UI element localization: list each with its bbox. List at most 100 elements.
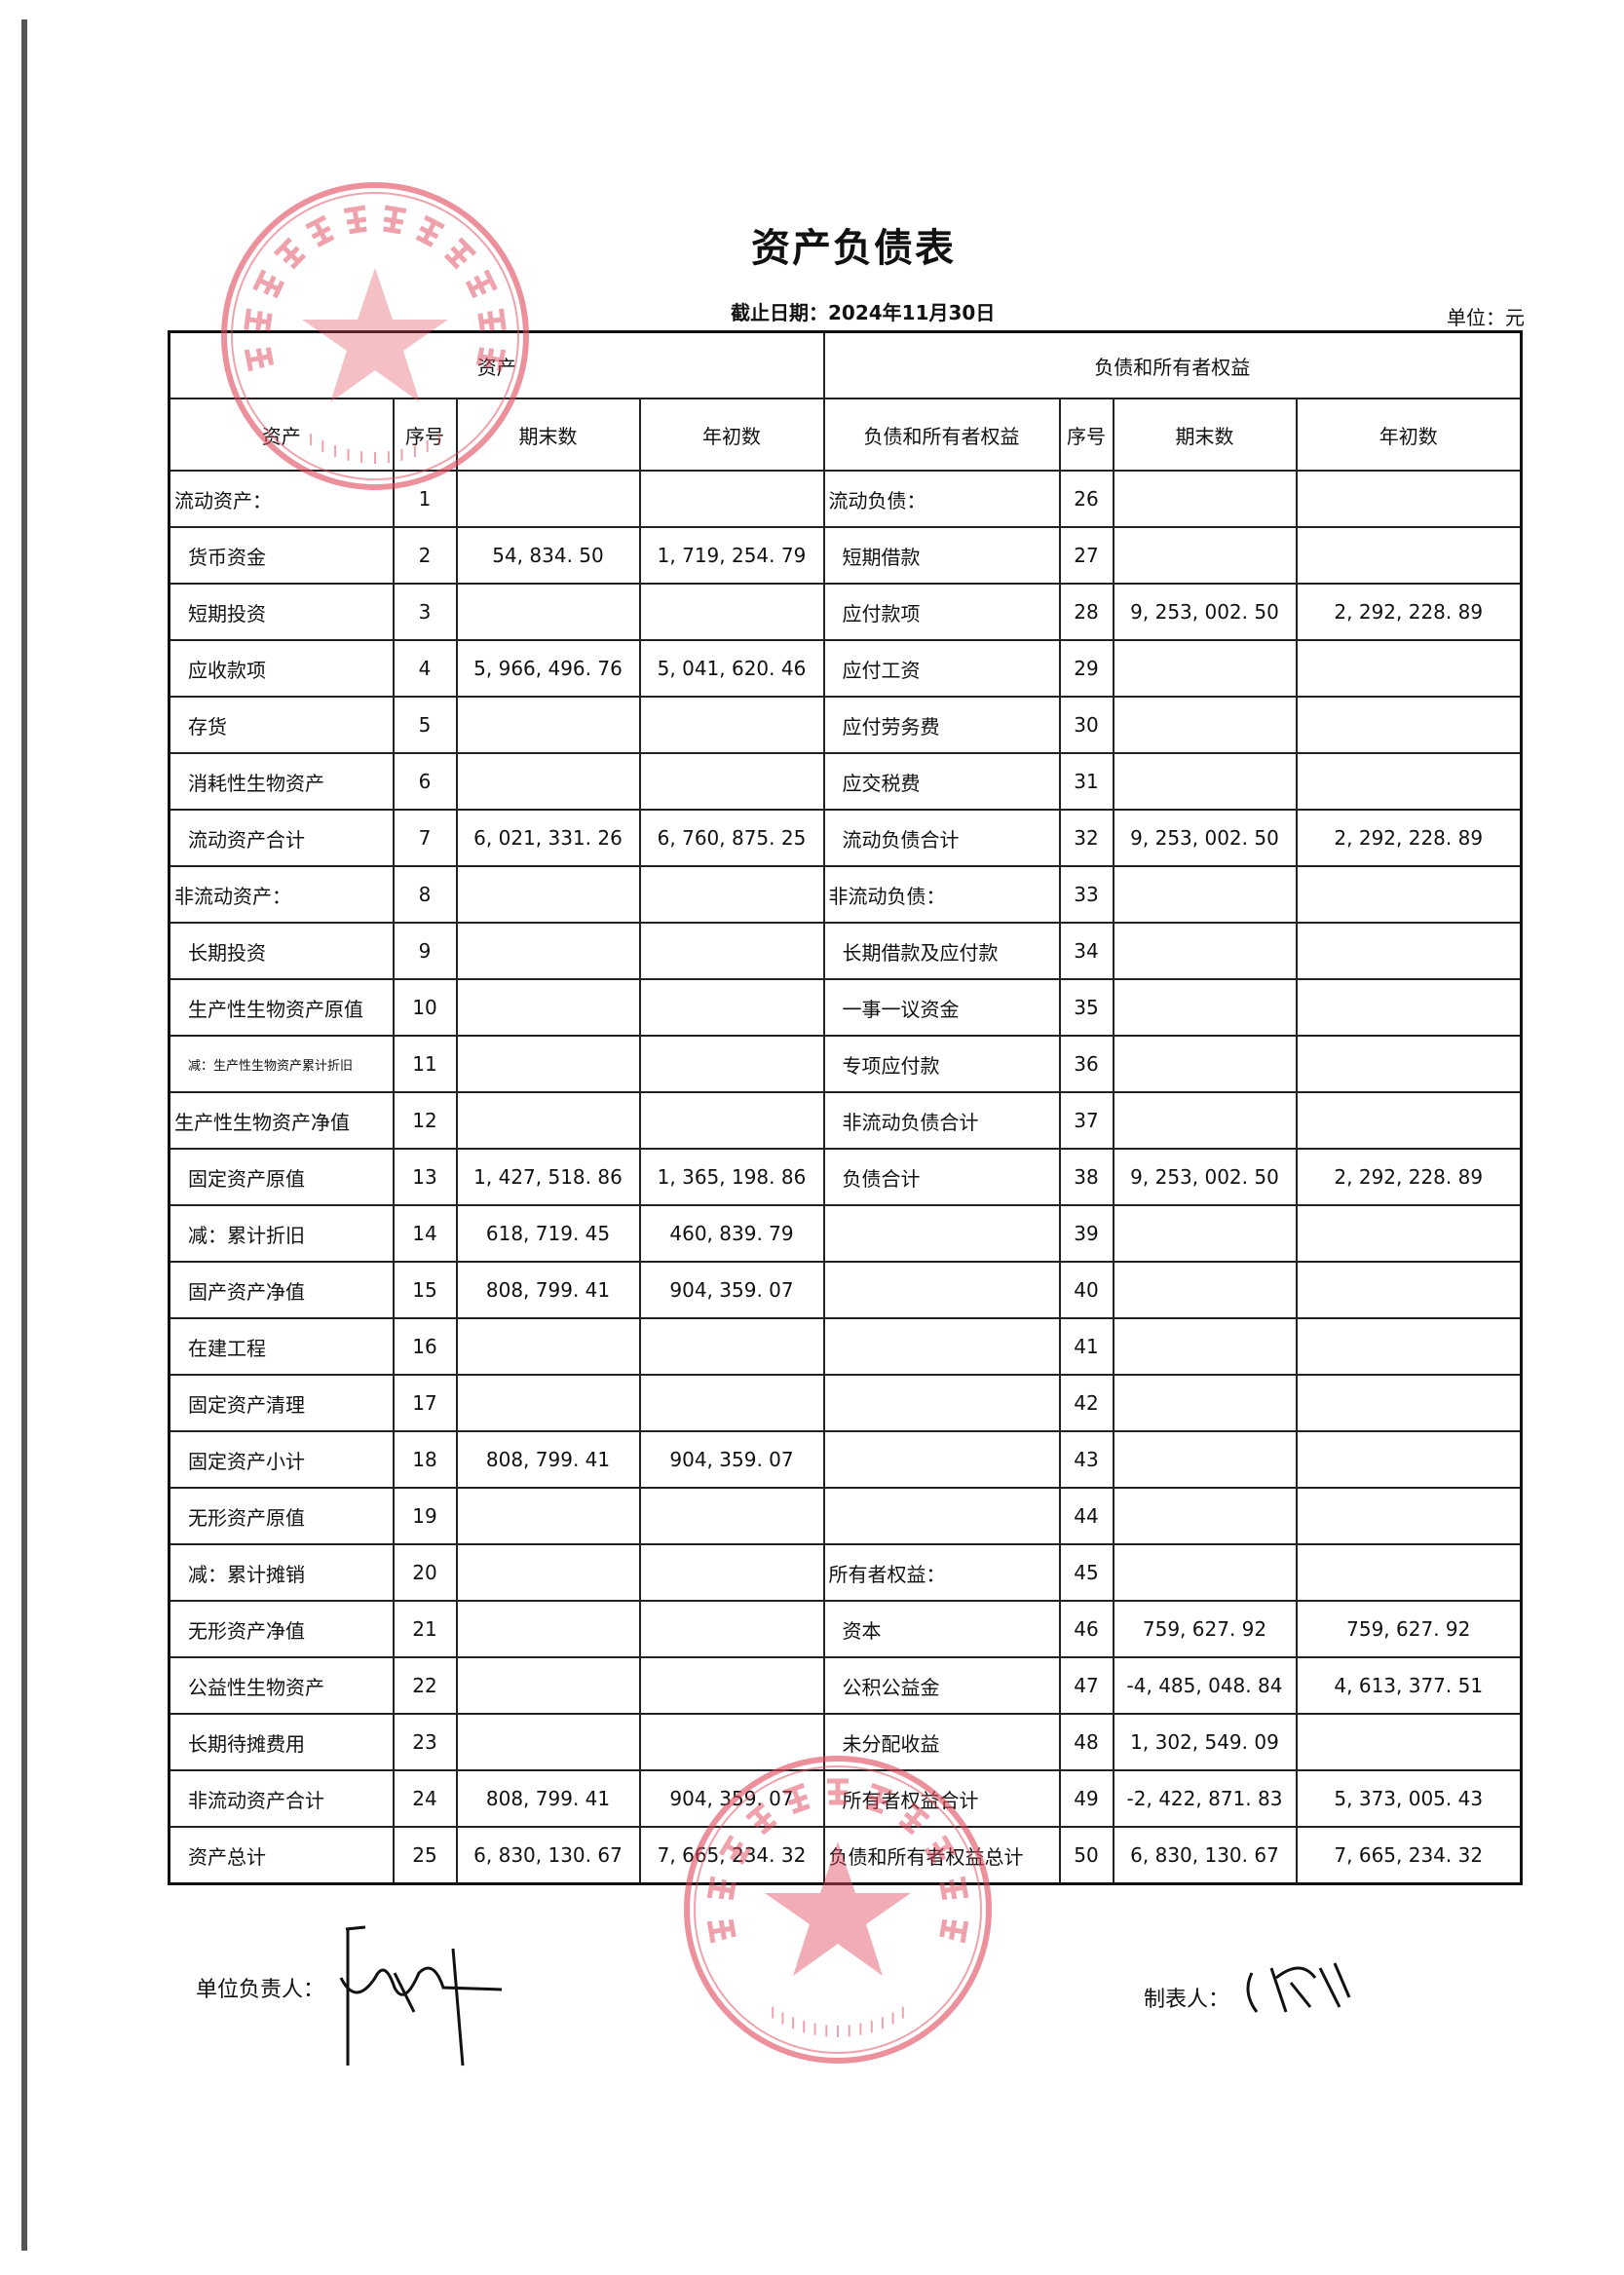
- liability-begin-value: [1295, 1487, 1523, 1545]
- asset-end-value: [455, 922, 641, 980]
- stamp-glyph-mark: [706, 1918, 736, 1944]
- asset-seq: 14: [392, 1204, 458, 1263]
- liability-end-value: [1112, 1430, 1298, 1489]
- liability-seq: 36: [1058, 1035, 1114, 1093]
- asset-item-label: 短期投资: [168, 583, 395, 641]
- asset-end-value: [455, 1713, 641, 1771]
- liability-end-value: [1112, 1204, 1298, 1263]
- stamp-glyph-mark: [939, 1918, 969, 1944]
- table-row: 货币资金 2 54, 834. 50 1, 719, 254. 79 短期借款 27: [168, 526, 1523, 585]
- col-header: 年初数: [1295, 398, 1523, 472]
- liability-begin-value: 2, 292, 228. 89: [1295, 1148, 1523, 1206]
- asset-item-label: 减：累计摊销: [168, 1543, 395, 1602]
- balance-sheet-table: 资产 负债和所有者权益 资产 序号 期末数 年初数 负债和所有者权益 序号 期末…: [168, 330, 1523, 1885]
- liability-end-value: [1112, 1543, 1298, 1602]
- liability-begin-value: 759, 627. 92: [1295, 1600, 1523, 1658]
- asset-item-label: 固定资产原值: [168, 1148, 395, 1206]
- liability-item-label: 非流动负债合计: [822, 1091, 1061, 1150]
- liability-end-value: [1112, 1317, 1298, 1376]
- liability-item-label: [822, 1317, 1061, 1376]
- asset-begin-value: 904, 359. 07: [638, 1261, 825, 1319]
- liability-item-label: 负债合计: [822, 1148, 1061, 1206]
- liability-end-value: [1112, 526, 1298, 585]
- liability-item-label: 负债和所有者权益总计: [822, 1826, 1061, 1885]
- liability-begin-value: [1295, 639, 1523, 698]
- asset-seq: 8: [392, 865, 458, 924]
- liability-begin-value: [1295, 922, 1523, 980]
- asset-seq: 2: [392, 526, 458, 585]
- asset-item-label: 在建工程: [168, 1317, 395, 1376]
- preparer-signature: [1246, 1962, 1351, 2013]
- table-row: 长期投资 9 长期借款及应付款 34: [168, 922, 1523, 980]
- liability-end-value: [1112, 1374, 1298, 1432]
- stamp-glyph-mark: [477, 308, 507, 331]
- asset-end-value: [455, 470, 641, 528]
- asset-seq: 4: [392, 639, 458, 698]
- table-row: 无形资产原值 19 44: [168, 1487, 1523, 1545]
- liability-end-value: 9, 253, 002. 50: [1112, 1148, 1298, 1206]
- asset-seq: 25: [392, 1826, 458, 1885]
- asset-begin-value: 904, 359. 07: [638, 1430, 825, 1489]
- col-header: 负债和所有者权益: [822, 398, 1061, 472]
- liability-seq: 45: [1058, 1543, 1114, 1602]
- asset-item-label: 货币资金: [168, 526, 395, 585]
- asset-end-value: [455, 978, 641, 1037]
- liability-begin-value: 4, 613, 377. 51: [1295, 1656, 1523, 1715]
- asset-end-value: [455, 1091, 641, 1150]
- liability-end-value: [1112, 865, 1298, 924]
- liability-seq: 41: [1058, 1317, 1114, 1376]
- liability-seq: 39: [1058, 1204, 1114, 1263]
- asset-item-label: 非流动资产：: [168, 865, 395, 924]
- table-row: 应收款项 4 5, 966, 496. 76 5, 041, 620. 46 应付工资 2…: [168, 639, 1523, 698]
- liability-end-value: -2, 422, 871. 83: [1112, 1769, 1298, 1828]
- liability-begin-value: [1295, 696, 1523, 754]
- asset-item-label: 资产总计: [168, 1826, 395, 1885]
- asset-end-value: [455, 752, 641, 811]
- asset-item-label: 非流动资产合计: [168, 1769, 395, 1828]
- stamp-glyph-mark: [244, 308, 273, 331]
- table-row: 短期投资 3 应付款项 28 9, 253, 002. 50 2, 292, 228. 8…: [168, 583, 1523, 641]
- liability-begin-value: 2, 292, 228. 89: [1295, 583, 1523, 641]
- asset-begin-value: 6, 760, 875. 25: [638, 809, 825, 867]
- liability-end-value: 9, 253, 002. 50: [1112, 809, 1298, 867]
- asset-begin-value: [638, 1543, 825, 1602]
- liability-seq: 47: [1058, 1656, 1114, 1715]
- liability-begin-value: [1295, 1430, 1523, 1489]
- liability-item-label: 短期借款: [822, 526, 1061, 585]
- asset-item-label: 流动资产合计: [168, 809, 395, 867]
- table-row: 无形资产净值 21 资本 46 759, 627. 92 759, 627. 92: [168, 1600, 1523, 1658]
- table-row: 生产性生物资产原值 10 一事一议资金 35: [168, 978, 1523, 1037]
- asset-begin-value: [638, 1374, 825, 1432]
- asset-begin-value: 1, 719, 254. 79: [638, 526, 825, 585]
- col-header: 年初数: [638, 398, 825, 472]
- asset-item-label: 固定资产清理: [168, 1374, 395, 1432]
- table-row: 减：累计摊销 20 所有者权益： 45: [168, 1543, 1523, 1602]
- liability-end-value: 6, 830, 130. 67: [1112, 1826, 1298, 1885]
- liability-begin-value: 2, 292, 228. 89: [1295, 809, 1523, 867]
- asset-end-value: 5, 966, 496. 76: [455, 639, 641, 698]
- liability-item-label: [822, 1487, 1061, 1545]
- liability-end-value: [1112, 696, 1298, 754]
- liability-begin-value: [1295, 865, 1523, 924]
- liability-item-label: 非流动负债：: [822, 865, 1061, 924]
- asset-item-label: 应收款项: [168, 639, 395, 698]
- asset-item-label: 流动资产：: [168, 470, 395, 528]
- liability-begin-value: 7, 665, 234. 32: [1295, 1826, 1523, 1885]
- asset-begin-value: 904, 359. 07: [638, 1769, 825, 1828]
- assets-group-header: 资产: [168, 330, 825, 399]
- liability-item-label: 应交税费: [822, 752, 1061, 811]
- table-row: 生产性生物资产净值 12 非流动负债合计 37: [168, 1091, 1523, 1150]
- liability-begin-value: [1295, 1035, 1523, 1093]
- liability-end-value: [1112, 1261, 1298, 1319]
- table-row: 非流动资产合计 24 808, 799. 41 904, 359. 07 所有者权益合计…: [168, 1769, 1523, 1828]
- asset-end-value: [455, 1600, 641, 1658]
- asset-begin-value: [638, 1487, 825, 1545]
- asset-seq: 13: [392, 1148, 458, 1206]
- asset-begin-value: [638, 1035, 825, 1093]
- asset-begin-value: [638, 1600, 825, 1658]
- asset-end-value: 808, 799. 41: [455, 1261, 641, 1319]
- asset-end-value: [455, 1543, 641, 1602]
- asset-item-label: 无形资产净值: [168, 1600, 395, 1658]
- responsible-person-label: 单位负责人：: [196, 1978, 325, 2002]
- asset-end-value: [455, 865, 641, 924]
